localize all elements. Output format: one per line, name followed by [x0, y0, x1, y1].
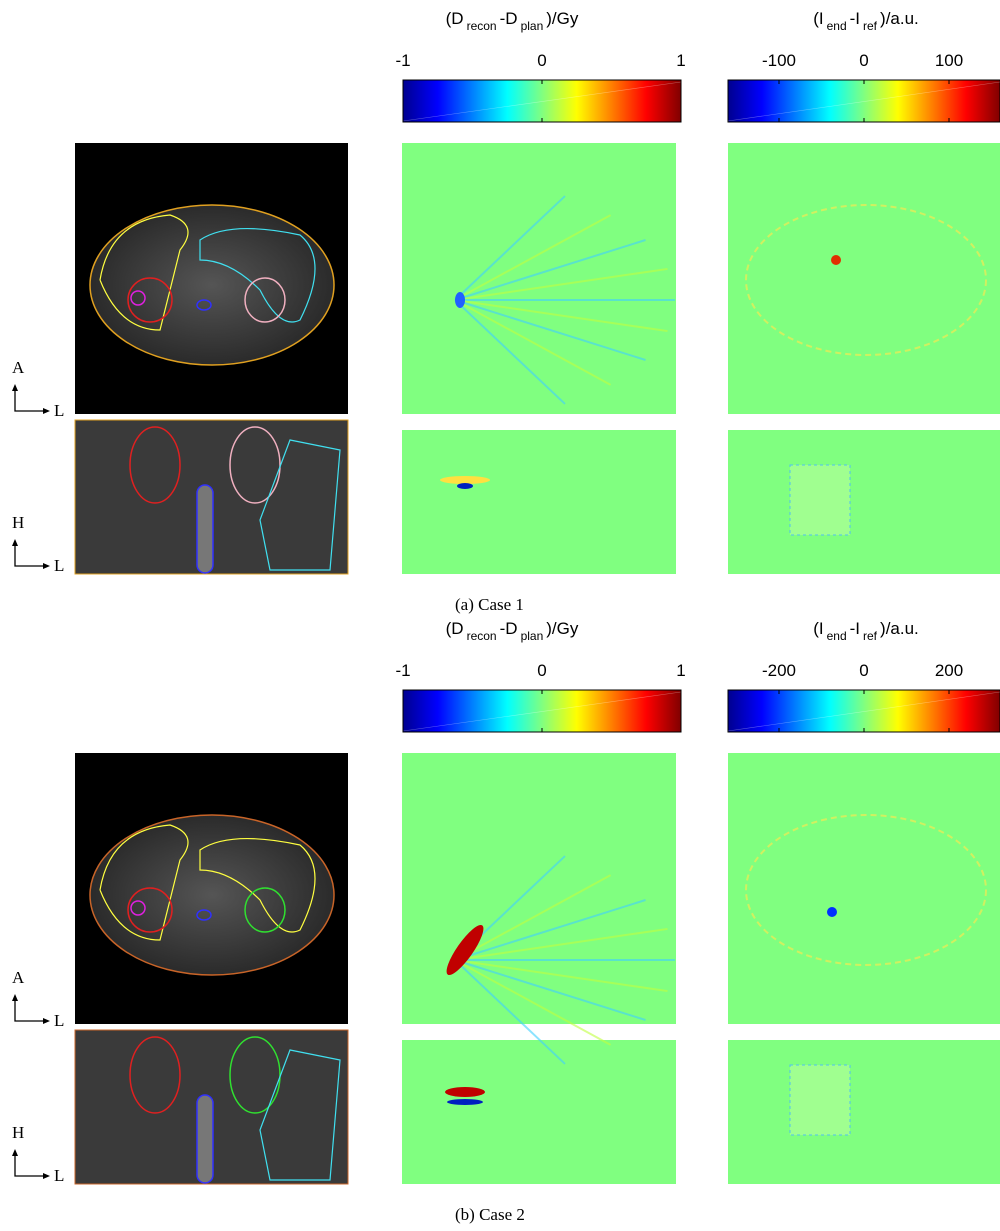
contour-cord: [197, 1095, 213, 1183]
tick-label: 1: [676, 661, 685, 680]
title-part: )/Gy: [546, 9, 579, 28]
dose-coronal-spot: [440, 476, 490, 484]
figure: (Drecon-Dplan)/Gy-101(Iend-Iref)/a.u.-10…: [0, 0, 1000, 1231]
arrow-head: [12, 384, 50, 414]
title-part: )/a.u.: [880, 9, 919, 28]
title-subscript: end: [827, 629, 847, 643]
intensity-spot: [831, 255, 841, 265]
title-part: (I: [813, 619, 823, 638]
title-part: (D: [446, 619, 464, 638]
orientation-up: A: [12, 358, 25, 377]
tick-label: 0: [859, 51, 868, 70]
colorbar: [728, 80, 1000, 122]
tick-label: -200: [762, 661, 796, 680]
title-subscript: ref: [863, 19, 878, 33]
dose-hotspot: [455, 292, 465, 308]
caption: (a) Case 1: [455, 595, 524, 614]
tick-label: 1: [676, 51, 685, 70]
tick-label: -1: [395, 51, 410, 70]
tick-label: 0: [537, 51, 546, 70]
intensity-spot: [827, 907, 837, 917]
orientation-arrow: [15, 1154, 45, 1176]
arrow-head: [12, 1149, 50, 1179]
tick-label: 100: [935, 51, 963, 70]
intensity-difference-axial: [728, 143, 1000, 414]
dose-coronal-spot: [447, 1099, 483, 1105]
dose-difference-axial: [402, 753, 676, 1024]
orientation-arrow: [15, 999, 45, 1021]
orientation-right: L: [54, 1166, 64, 1185]
contour-cord: [197, 485, 213, 573]
colorbar-title: (Drecon-Dplan)/Gy: [446, 619, 579, 643]
arrow-head: [12, 539, 50, 569]
axial-body: [90, 205, 334, 365]
dose-coronal-spot: [457, 483, 473, 489]
title-subscript: recon: [467, 629, 497, 643]
intensity-difference-coronal: [728, 430, 1000, 574]
tick-label: 0: [859, 661, 868, 680]
colorbar-title: (I end-Iref)/a.u.: [813, 619, 919, 643]
title-part: (I: [813, 9, 823, 28]
title-subscript: recon: [467, 19, 497, 33]
title-part: -I: [850, 619, 860, 638]
orientation-arrow: [15, 389, 45, 411]
title-subscript: end: [827, 19, 847, 33]
dose-coronal-spot: [445, 1087, 485, 1097]
colorbar: [403, 690, 681, 732]
orientation-up: H: [12, 1123, 24, 1142]
tick-label: 0: [537, 661, 546, 680]
dose-difference-axial: [402, 143, 676, 414]
arrow-head: [12, 994, 50, 1024]
orientation-right: L: [54, 556, 64, 575]
dose-difference-coronal: [402, 430, 676, 574]
axial-body: [90, 815, 334, 975]
orientation-right: L: [54, 1011, 64, 1030]
dose-difference-coronal: [402, 1040, 676, 1184]
intensity-difference-coronal: [728, 1040, 1000, 1184]
title-subscript: plan: [521, 629, 544, 643]
title-subscript: ref: [863, 629, 878, 643]
tick-label: -1: [395, 661, 410, 680]
intensity-difference-axial: [728, 753, 1000, 1024]
title-subscript: plan: [521, 19, 544, 33]
colorbar: [728, 690, 1000, 732]
title-part: (D: [446, 9, 464, 28]
title-part: )/Gy: [546, 619, 579, 638]
intensity-coronal-texture: [790, 465, 850, 535]
caption: (b) Case 2: [455, 1205, 525, 1224]
colorbar: [403, 80, 681, 122]
title-part: -D: [500, 9, 518, 28]
title-part: )/a.u.: [880, 619, 919, 638]
orientation-up: H: [12, 513, 24, 532]
title-part: -I: [850, 9, 860, 28]
orientation-arrow: [15, 544, 45, 566]
orientation-right: L: [54, 401, 64, 420]
orientation-up: A: [12, 968, 25, 987]
intensity-coronal-texture: [790, 1065, 850, 1135]
title-part: -D: [500, 619, 518, 638]
tick-label: 200: [935, 661, 963, 680]
tick-label: -100: [762, 51, 796, 70]
